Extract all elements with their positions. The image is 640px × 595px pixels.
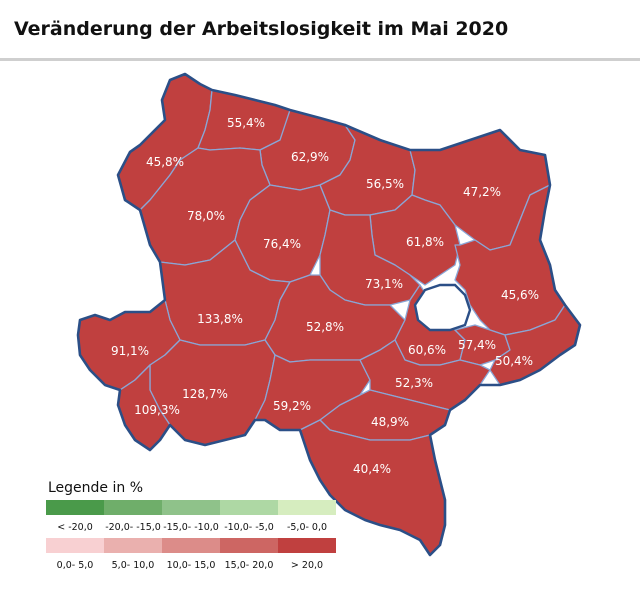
label-tulln: 73,1% [365, 277, 403, 291]
legend-swatch-pos-2 [162, 538, 220, 553]
label-horn: 62,9% [291, 150, 329, 164]
label-melk: 133,8% [197, 312, 243, 326]
legend-negative-labels: < -20,0 -20,0- -15,0 -15,0- -10,0 -10,0-… [46, 522, 336, 533]
vienna-area [413, 283, 472, 332]
label-neunkirchen: 40,4% [353, 462, 391, 476]
legend-label-neg-1: -20,0- -15,0 [105, 522, 161, 533]
legend-swatch-neg-2 [162, 500, 220, 515]
legend-label-neg-3: -10,0- -5,0 [224, 522, 274, 533]
label-hollabrunn: 56,5% [366, 177, 404, 191]
legend-swatch-pos-4 [278, 538, 336, 553]
label-waidhofen-thaya: 55,4% [227, 116, 265, 130]
label-bruck-leitha-east: 50,4% [495, 354, 533, 368]
label-zwettl: 78,0% [187, 209, 225, 223]
label-bruck-leitha: 57,4% [458, 338, 496, 352]
legend-label-pos-3: 15,0- 20,0 [224, 560, 274, 571]
legend-swatch-pos-1 [104, 538, 162, 553]
legend-swatch-neg-3 [220, 500, 278, 515]
title-divider [0, 58, 640, 61]
state-outline [76, 72, 582, 557]
label-lilienfeld: 59,2% [273, 399, 311, 413]
legend-positive-swatches [46, 538, 336, 553]
label-wiener-neustadt: 48,9% [371, 415, 409, 429]
label-moedling: 60,6% [408, 343, 446, 357]
legend-swatch-neg-1 [104, 500, 162, 515]
legend-label-neg-2: -15,0- -10,0 [163, 522, 219, 533]
page-title: Veränderung der Arbeitslosigkeit im Mai … [14, 18, 509, 40]
label-amstetten: 91,1% [111, 344, 149, 358]
label-waidhofen-ybbs: 109,3% [134, 403, 180, 417]
label-korneuburg: 61,8% [406, 235, 444, 249]
legend-label-neg-4: -5,0- 0,0 [286, 522, 328, 533]
legend-label-pos-2: 10,0- 15,0 [166, 560, 216, 571]
legend-negative-swatches [46, 500, 336, 515]
label-gmuend: 45,8% [146, 155, 184, 169]
label-scheibbs: 128,7% [182, 387, 228, 401]
legend-label-pos-0: 0,0- 5,0 [56, 560, 94, 571]
legend-swatch-pos-3 [220, 538, 278, 553]
legend-swatch-neg-0 [46, 500, 104, 515]
label-baden: 52,3% [395, 376, 433, 390]
legend-swatch-neg-4 [278, 500, 336, 515]
label-st-poelten: 52,8% [306, 320, 344, 334]
legend-title: Legende in % [48, 480, 144, 496]
label-gaenserndorf: 45,6% [501, 288, 539, 302]
legend-positive-labels: 0,0- 5,0 5,0- 10,0 10,0- 15,0 15,0- 20,0… [46, 560, 336, 571]
district-shapes [77, 73, 581, 556]
district-labels: 45,8% 55,4% 62,9% 56,5% 47,2% 78,0% 76,4… [111, 116, 539, 476]
district-neunkirchen[interactable] [299, 419, 446, 556]
label-krems: 76,4% [263, 237, 301, 251]
legend-swatch-pos-0 [46, 538, 104, 553]
legend-label-pos-4: > 20,0 [290, 560, 324, 571]
legend-label-pos-1: 5,0- 10,0 [111, 560, 155, 571]
legend-label-neg-0: < -20,0 [57, 522, 93, 533]
label-mistelbach: 47,2% [463, 185, 501, 199]
